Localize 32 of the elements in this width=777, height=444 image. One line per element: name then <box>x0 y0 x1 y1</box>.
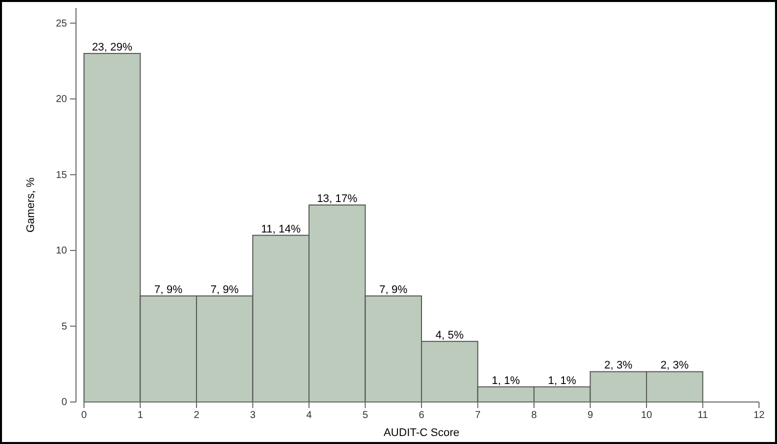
x-tick-label: 11 <box>698 410 708 422</box>
data-label: 2, 3% <box>660 360 689 372</box>
data-label: 11, 14% <box>261 223 301 236</box>
x-tick-label: 8 <box>531 410 538 422</box>
data-label: 23, 29% <box>92 41 133 54</box>
y-tick-label: 10 <box>56 246 68 257</box>
x-tick-label: 0 <box>81 410 88 422</box>
x-tick-label: 4 <box>306 410 312 422</box>
data-label: 7, 9% <box>379 284 408 296</box>
y-axis-title: Gamers, % <box>25 177 37 233</box>
x-tick-label: 10 <box>640 410 652 422</box>
x-tick-label: 7 <box>474 410 481 422</box>
data-label: 2, 3% <box>604 360 633 372</box>
data-label: 4, 5% <box>436 329 464 342</box>
data-label: 1, 1% <box>548 374 576 387</box>
x-tick-label: 6 <box>418 410 425 422</box>
data-label: 13, 17% <box>316 193 358 205</box>
y-tick-label: 15 <box>56 170 68 181</box>
y-tick-label: 0 <box>61 397 68 408</box>
y-tick-label: 25 <box>56 18 68 30</box>
y-tick-label: 20 <box>56 94 68 106</box>
x-tick-label: 9 <box>587 410 594 422</box>
data-label: 1, 1% <box>492 374 520 387</box>
x-tick-label: 2 <box>194 410 200 422</box>
y-tick-label: 5 <box>61 321 68 332</box>
data-label: 7, 9% <box>154 284 183 296</box>
x-tick-label: 12 <box>753 410 765 422</box>
x-tick-label: 1 <box>137 410 144 422</box>
x-axis-title: AUDIT-C Score <box>384 427 460 439</box>
data-label: 7, 9% <box>210 284 239 296</box>
x-tick-label: 3 <box>250 410 256 422</box>
x-tick-label: 5 <box>362 410 368 422</box>
